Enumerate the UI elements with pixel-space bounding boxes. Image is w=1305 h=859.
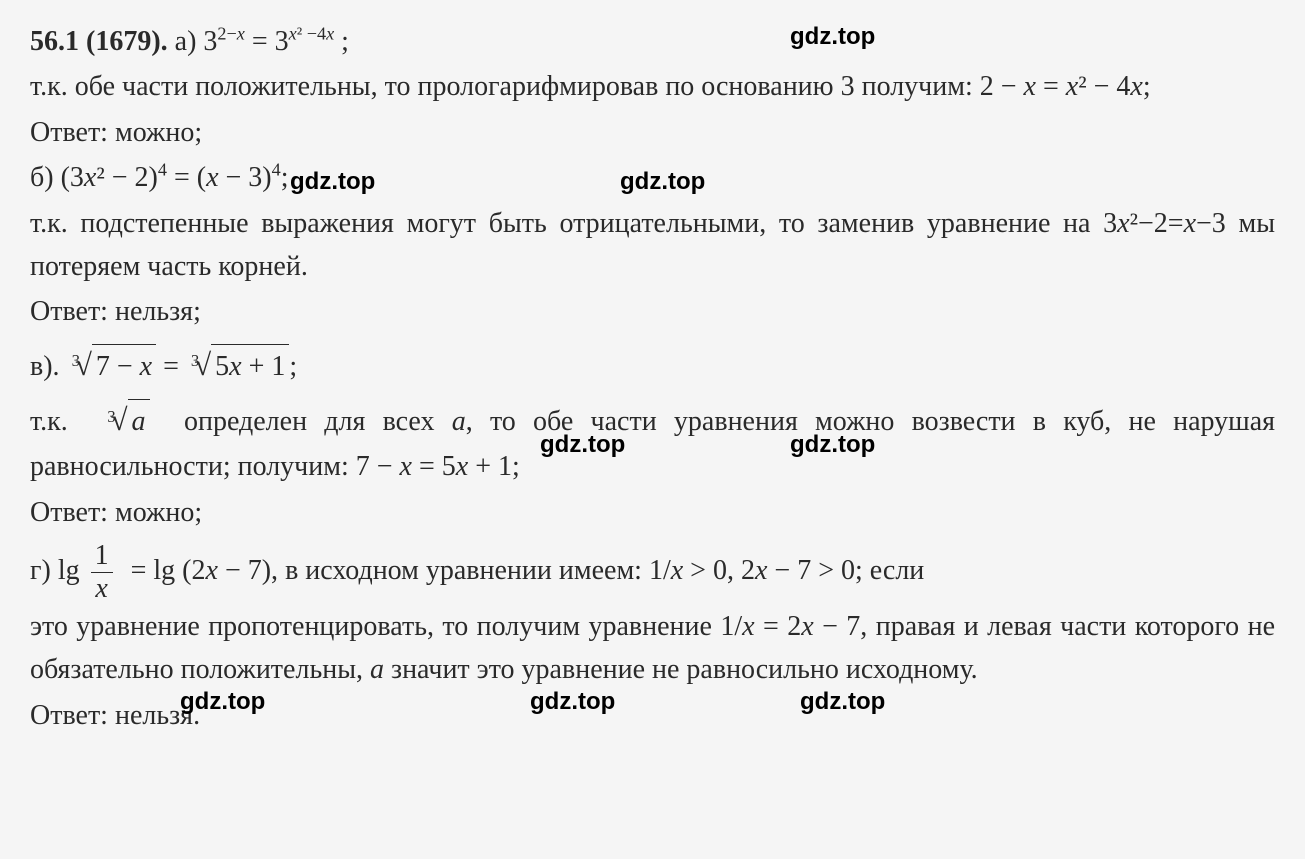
part-b-result: 3x²−2=x−3 bbox=[1103, 208, 1226, 239]
line-problem-header: 56.1 (1679). а) 32−x = 3x² −4x ; bbox=[30, 20, 1275, 63]
part-a-equation: 32−x = 3x² −4x ; bbox=[203, 26, 349, 57]
watermark: gdz.top bbox=[290, 163, 375, 200]
part-d-header: г) lg 1x = lg (2x − 7), в исходном уравн… bbox=[30, 542, 1275, 603]
part-b-equation: (3x² − 2)4 = (x − 3)4; bbox=[61, 162, 289, 193]
watermark: gdz.top bbox=[180, 683, 265, 720]
part-a-result: 2 − x = x² − 4x; bbox=[980, 71, 1151, 102]
part-c-header: в). 3√7 − x = 3√5x + 1; bbox=[30, 342, 1275, 390]
watermark: gdz.top bbox=[790, 426, 875, 463]
watermark: gdz.top bbox=[620, 163, 705, 200]
part-d-cond1: 1/x > 0, bbox=[649, 555, 734, 586]
watermark: gdz.top bbox=[790, 18, 875, 55]
part-b-explanation: т.к. подстепенные выражения могут быть о… bbox=[30, 202, 1275, 289]
part-d-label: г) bbox=[30, 555, 51, 586]
part-d-equation: lg 1x = lg (2x − 7), bbox=[58, 555, 285, 586]
problem-number: 56.1 bbox=[30, 26, 79, 57]
part-a-answer: Ответ: можно; bbox=[30, 111, 1275, 154]
watermark: gdz.top bbox=[800, 683, 885, 720]
part-c-explanation: т.к. 3√a определен для всех a, то обе ча… bbox=[30, 397, 1275, 488]
part-b-answer: Ответ: нельзя; bbox=[30, 290, 1275, 333]
part-d-explanation: это уравнение пропотенцировать, то получ… bbox=[30, 605, 1275, 692]
watermark: gdz.top bbox=[530, 683, 615, 720]
part-d-result: 1/x = 2x − 7, bbox=[720, 611, 867, 642]
part-c-root-expr: 3√a bbox=[85, 406, 167, 437]
part-c-result: 7 − x = 5x + 1; bbox=[356, 451, 520, 482]
part-d-cond2: 2x − 7 > 0; bbox=[741, 555, 863, 586]
problem-ref: (1679). bbox=[86, 26, 168, 57]
part-a-label: а) bbox=[175, 26, 197, 57]
part-b-label: б) bbox=[30, 162, 54, 193]
document-content: 56.1 (1679). а) 32−x = 3x² −4x ; т.к. об… bbox=[30, 20, 1275, 737]
part-c-label: в). bbox=[30, 351, 60, 382]
part-c-equation: 3√7 − x = 3√5x + 1; bbox=[67, 351, 298, 382]
watermark: gdz.top bbox=[540, 426, 625, 463]
part-c-answer: Ответ: можно; bbox=[30, 491, 1275, 534]
part-a-explanation: т.к. обе части положительны, то прологар… bbox=[30, 65, 1275, 108]
